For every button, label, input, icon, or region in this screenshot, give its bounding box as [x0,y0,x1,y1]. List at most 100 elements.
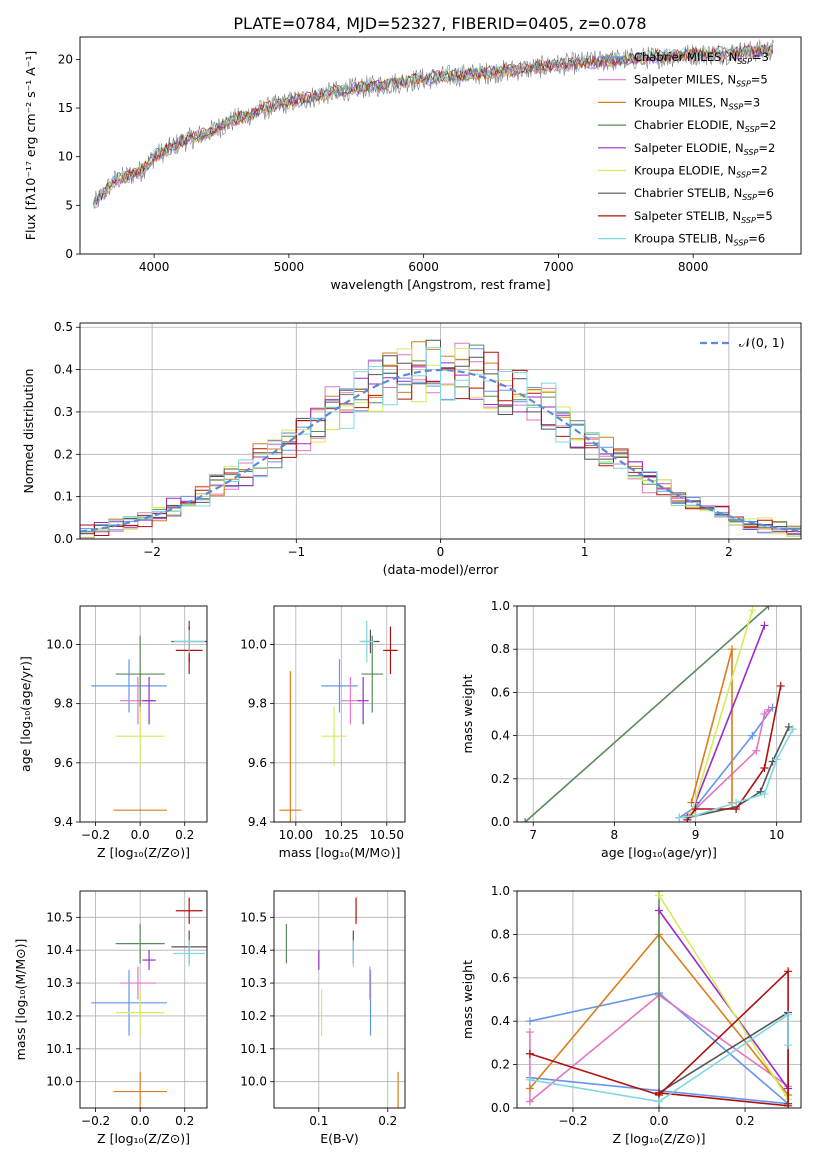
mass-weight-point-marker [521,818,530,822]
y-tick-label: 0.0 [491,1101,510,1115]
x-axis-label: wavelength [Angstrom, rest frame] [330,277,550,292]
mass-weight-point-marker [748,731,757,740]
y-tick-label: 10.2 [46,1009,73,1023]
axes-frame [516,890,802,1109]
mass-weight-point-marker [784,722,793,731]
y-tick-label: 0.6 [491,971,510,985]
y-axis-label: Normed distribution [21,369,36,494]
y-tick-label: 1.0 [491,599,510,613]
axes-frame [273,605,406,823]
mass_vs_ebv-axes: 0.1 0.2 10.0 10.1 10.2 10.3 10.4 10.5 E(B-V) [240,890,406,1146]
legend-entry: Salpeter STELIB, NSSP=5 [634,209,773,225]
mass-weight-point-marker [784,1101,793,1108]
y-tick-label: 15 [58,101,73,115]
figure-title: PLATE=0784, MJD=52327, FIBERID=0405, z=0… [233,14,646,33]
age_vs_Z-plot-area [91,620,207,811]
mass-weight-point-marker [752,746,761,755]
y-tick-label: 10.5 [46,910,73,924]
y-tick-label: 0.4 [491,1014,510,1028]
mass_weight_vs_age-plot-area [521,606,797,822]
x-tick-label: 10.25 [324,828,358,842]
y-tick-label: 10.1 [240,1042,267,1056]
mass-weight-point-marker [764,606,773,610]
residuals-axes: −2 −1 0 1 2 0.0 0.1 0.2 0.3 0.4 0.5 (data-model)/er… [21,320,802,577]
model-spectrum-line [93,44,773,202]
mass-weight-point-marker [655,906,663,915]
y-tick-label: 10.1 [46,1042,73,1056]
x-tick-label: −1 [287,545,305,559]
mass-weight-point-marker [784,967,793,976]
mass-weight-series-line [694,625,766,803]
y-axis-label: Flux [fλ10⁻¹⁷ erg cm⁻² s⁻¹ A⁻¹] [23,51,38,240]
y-tick-label: 0.5 [54,320,73,334]
normal-reference-curve [80,368,801,533]
mass-weight-point-marker [776,681,785,690]
legend-entry: 𝒩(0, 1) [739,335,785,350]
y-tick-label: 10.4 [240,943,267,957]
legend-entry: Salpeter MILES, NSSP=5 [634,73,768,89]
mass-weight-series-line [687,726,790,819]
mass-weight-point-marker [525,1097,534,1106]
mass_vs_Z-axes: −0.2 0.0 0.2 10.0 10.1 10.2 10.3 10.4 10.5 Z [log… [13,890,208,1146]
x-tick-label: 8 [611,828,619,842]
axes-frame [79,890,208,1109]
x-tick-label: 4000 [139,260,170,274]
x-tick-label: 2 [725,545,733,559]
mass-weight-point-marker [691,811,700,820]
x-tick-label: 10 [769,828,784,842]
y-axis-label: age [log₁₀(age/yr)] [18,656,33,772]
legend-entry: Salpeter ELODIE, NSSP=2 [634,141,775,157]
legend-entry: Chabrier STELIB, NSSP=6 [634,186,774,202]
y-tick-label: 20 [58,52,73,66]
mass-weight-point-marker [525,1084,534,1093]
y-tick-label: 10.0 [46,1075,73,1089]
x-axis-label: Z [log₁₀(Z/Z⊙)] [97,845,190,860]
y-tick-label: 10.4 [46,943,73,957]
spectrum-axes: 4000 5000 6000 7000 8000 0 5 10 15 20 wavelength [… [23,36,802,292]
mass-weight-point-marker [788,725,797,734]
x-axis-label: E(B-V) [320,1131,359,1146]
x-tick-label: 10.50 [370,828,404,842]
x-tick-label: 0.2 [175,1114,194,1128]
mass-weight-point-marker [764,705,773,714]
y-tick-label: 0.2 [491,1058,510,1072]
x-tick-label: 6000 [408,260,439,274]
mass-weight-point-marker [728,645,737,654]
y-tick-label: 10.3 [240,976,267,990]
x-tick-label: −0.2 [81,1114,110,1128]
x-tick-label: −0.2 [81,828,110,842]
model-spectrum-line [93,43,774,207]
mass-weight-series-line [690,610,754,814]
x-axis-label: Z [log₁₀(Z/Z⊙)] [613,1131,706,1146]
mass-weight-point-marker [675,813,684,822]
axes-frame [273,890,406,1109]
mass-weight-series-line [529,1013,789,1103]
mass_weight_vs_age-axes: 7 8 9 10 0.0 0.2 0.4 0.6 0.8 1.0 age [log₁₀(age/yr… [460,599,802,860]
y-tick-label: 0.4 [54,363,73,377]
spectrum-legend: Chabrier MILES, NSSP=3 Salpeter MILES, NS… [598,50,776,248]
legend-entry: Chabrier MILES, NSSP=3 [634,50,769,66]
mass-weight-series-line [524,606,770,822]
y-tick-label: 10.5 [240,910,267,924]
legend-entry: Kroupa STELIB, NSSP=6 [634,232,765,248]
axes-frame [79,605,208,823]
x-tick-label: 7 [529,828,537,842]
y-tick-label: 0 [65,247,73,261]
mass_vs_Z-plot-area [91,897,207,1108]
y-tick-label: 0.8 [491,642,510,656]
y-tick-label: 9.8 [54,697,73,711]
axes-frame [79,322,802,540]
axes-frame [516,605,802,823]
y-tick-label: 0.4 [491,729,510,743]
legend-entry: Chabrier ELODIE, NSSP=2 [634,118,776,134]
residuals-plot-area [80,339,801,539]
histogram-legend: 𝒩(0, 1) [700,335,785,350]
mass-weight-point-marker [525,1075,534,1084]
x-tick-label: 5000 [274,260,305,274]
mass-weight-point-marker [525,1017,534,1026]
y-tick-label: 0.0 [54,532,73,546]
y-tick-label: 0.3 [54,405,73,419]
x-axis-label: (data-model)/error [383,562,500,577]
y-tick-label: 9.8 [248,697,267,711]
